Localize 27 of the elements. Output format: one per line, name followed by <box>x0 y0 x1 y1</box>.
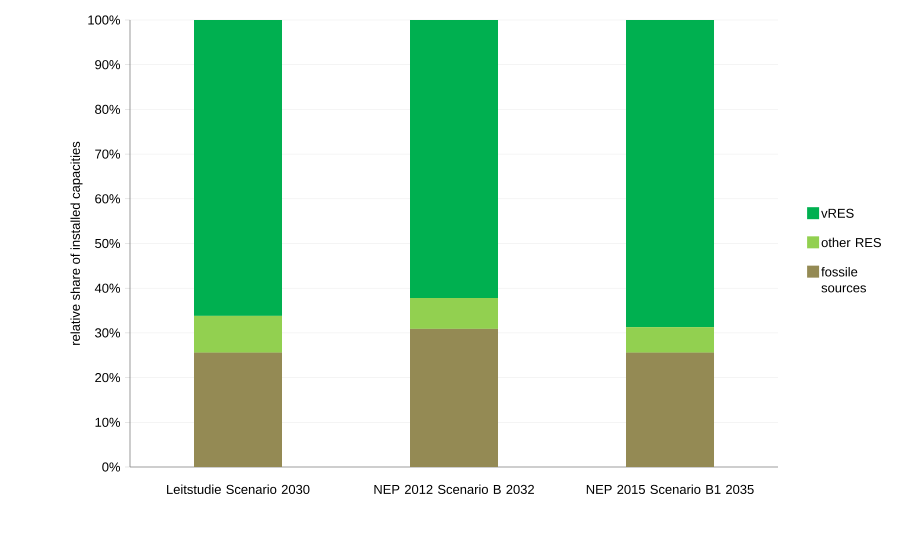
x-tick-label: NEP 2015 Scenario B1 2035 <box>586 484 754 494</box>
bar <box>626 352 714 467</box>
y-tick-label: 100% <box>88 15 120 25</box>
bar <box>194 352 282 467</box>
y-tick-label: 70% <box>95 150 120 159</box>
y-tick-label: 10% <box>96 418 120 427</box>
y-tick-label: 90% <box>95 60 120 70</box>
y-tick-label: 20% <box>95 373 120 382</box>
legend-label: other RES <box>822 238 881 248</box>
x-tick-label: NEP 2012 Scenario B 2032 <box>374 484 534 494</box>
y-tick-label: 60% <box>95 194 120 204</box>
bar <box>410 298 498 329</box>
bar <box>194 316 282 353</box>
y-axis-title: relative share of installed capacities <box>70 142 83 345</box>
y-tick-label: 40% <box>94 284 120 293</box>
y-tick-label: 50% <box>95 238 120 248</box>
legend-label: vRES <box>821 208 854 218</box>
y-tick-label: 80% <box>95 104 120 114</box>
bar <box>410 328 498 467</box>
bar <box>626 327 714 353</box>
y-tick-label: 0% <box>102 462 120 472</box>
legend-label: fossile sources <box>821 266 866 292</box>
y-tick-label: 30% <box>95 328 120 338</box>
x-tick-label: Leitstudie Scenario 2030 <box>167 484 310 494</box>
bar <box>410 20 498 298</box>
bar <box>626 20 714 328</box>
bar <box>194 20 282 316</box>
